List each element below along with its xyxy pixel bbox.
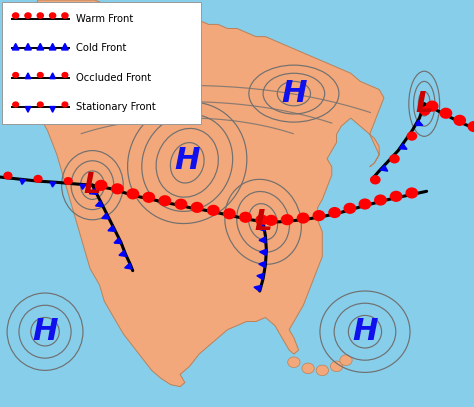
Polygon shape	[19, 0, 384, 387]
Circle shape	[159, 196, 171, 206]
Circle shape	[112, 184, 123, 194]
Polygon shape	[119, 251, 127, 256]
Circle shape	[316, 365, 328, 376]
Circle shape	[427, 101, 438, 111]
FancyBboxPatch shape	[2, 2, 201, 124]
Circle shape	[329, 208, 340, 217]
Circle shape	[37, 102, 43, 107]
Circle shape	[282, 215, 293, 225]
Circle shape	[344, 204, 356, 213]
Polygon shape	[50, 182, 56, 187]
Polygon shape	[257, 225, 264, 231]
Circle shape	[175, 199, 187, 209]
Circle shape	[25, 13, 31, 18]
Polygon shape	[12, 44, 19, 50]
Polygon shape	[254, 285, 261, 291]
Polygon shape	[114, 238, 122, 244]
Circle shape	[256, 215, 267, 225]
Circle shape	[375, 195, 386, 205]
Polygon shape	[90, 188, 97, 195]
Text: Stationary Front: Stationary Front	[76, 102, 155, 112]
Polygon shape	[20, 179, 26, 184]
Polygon shape	[80, 184, 86, 189]
Polygon shape	[380, 165, 388, 171]
Circle shape	[62, 13, 68, 18]
Circle shape	[371, 176, 380, 184]
Polygon shape	[50, 73, 55, 79]
Circle shape	[313, 211, 325, 221]
Text: L: L	[254, 208, 272, 236]
Circle shape	[37, 72, 43, 77]
Circle shape	[391, 191, 402, 201]
Polygon shape	[25, 73, 31, 79]
Polygon shape	[257, 274, 264, 280]
Circle shape	[302, 363, 314, 374]
Polygon shape	[37, 44, 44, 50]
Polygon shape	[400, 144, 407, 149]
Polygon shape	[50, 107, 55, 112]
Text: Warm Front: Warm Front	[76, 14, 133, 24]
Polygon shape	[259, 261, 266, 267]
Circle shape	[420, 107, 429, 115]
Circle shape	[13, 102, 18, 107]
Polygon shape	[49, 44, 56, 50]
Circle shape	[37, 13, 44, 18]
Polygon shape	[415, 120, 423, 125]
Circle shape	[127, 189, 138, 199]
Circle shape	[330, 361, 343, 372]
Circle shape	[390, 155, 399, 163]
Circle shape	[240, 212, 251, 222]
Circle shape	[49, 13, 56, 18]
Circle shape	[4, 172, 12, 179]
Text: Occluded Front: Occluded Front	[76, 73, 151, 83]
Polygon shape	[102, 213, 109, 219]
Circle shape	[406, 188, 418, 198]
Circle shape	[62, 102, 68, 107]
Polygon shape	[96, 201, 103, 207]
Text: L: L	[415, 90, 433, 118]
Polygon shape	[260, 249, 266, 256]
Circle shape	[224, 209, 235, 219]
Text: Cold Front: Cold Front	[76, 43, 126, 53]
Circle shape	[468, 122, 474, 131]
Circle shape	[359, 199, 371, 209]
Circle shape	[143, 193, 155, 202]
Circle shape	[34, 175, 42, 182]
Circle shape	[298, 213, 309, 223]
Circle shape	[208, 206, 219, 215]
Text: H: H	[32, 317, 58, 346]
Polygon shape	[62, 44, 68, 50]
Circle shape	[95, 180, 107, 190]
Text: H: H	[281, 79, 307, 108]
Circle shape	[191, 202, 203, 212]
Circle shape	[62, 72, 68, 77]
Text: H: H	[174, 146, 200, 175]
Circle shape	[265, 215, 277, 225]
Text: L: L	[83, 171, 101, 199]
Circle shape	[64, 178, 72, 184]
Circle shape	[288, 357, 300, 368]
Circle shape	[340, 355, 352, 365]
Text: H: H	[352, 317, 378, 346]
Polygon shape	[25, 44, 31, 50]
Circle shape	[13, 72, 18, 77]
Polygon shape	[125, 263, 132, 269]
Circle shape	[407, 132, 417, 140]
Polygon shape	[108, 225, 116, 232]
Circle shape	[440, 108, 452, 118]
Polygon shape	[259, 237, 266, 243]
Polygon shape	[25, 107, 31, 112]
Circle shape	[13, 13, 19, 18]
Circle shape	[454, 116, 465, 125]
